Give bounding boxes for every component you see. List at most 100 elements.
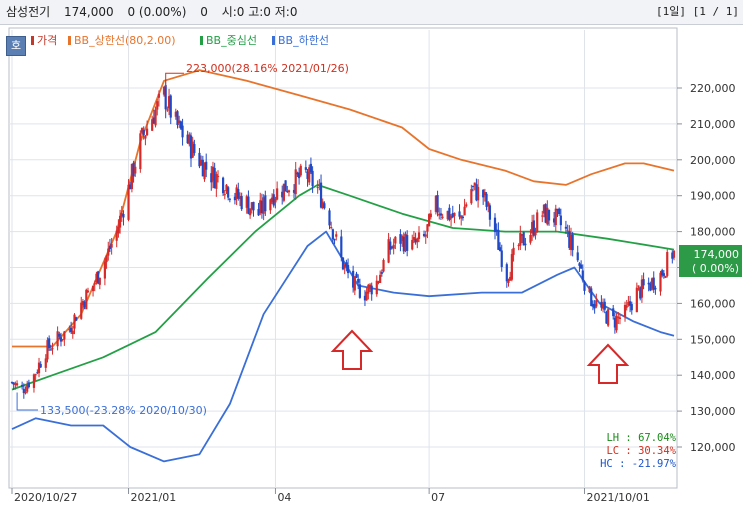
candle-body <box>140 128 144 133</box>
candle-body <box>394 236 397 244</box>
candle <box>417 226 421 243</box>
candle <box>61 339 64 342</box>
candle-body <box>269 199 272 211</box>
candle-body <box>200 159 203 166</box>
candle <box>424 230 427 244</box>
candle <box>389 237 392 255</box>
candle-body <box>546 207 549 225</box>
high-annotation: 223,000(28.16% 2021/01/26) <box>165 62 349 88</box>
candle-body <box>449 216 453 219</box>
candle-body <box>223 194 226 196</box>
candle-body <box>331 229 334 240</box>
candle-body <box>552 218 556 223</box>
legend-item-price[interactable]: 가격 <box>31 34 57 47</box>
candle <box>607 308 610 328</box>
stat-hc: HC : -21.97% <box>600 458 677 470</box>
candle <box>83 300 86 310</box>
period-selector[interactable]: [1일] <box>656 5 687 18</box>
legend-item-bb-upper[interactable]: BB_상한선(80,2.00) <box>68 34 176 47</box>
candle-body <box>363 295 367 301</box>
candle-body <box>576 252 579 261</box>
candle <box>70 321 73 334</box>
candle <box>346 258 350 279</box>
candle-body <box>225 184 228 192</box>
candle-body <box>583 281 586 291</box>
x-tick-label: 2021/10/01 <box>586 491 649 504</box>
candle <box>10 381 14 384</box>
y-tick-label: 220,000 <box>690 82 736 95</box>
candle <box>12 382 15 390</box>
candle-body <box>343 264 346 269</box>
candle <box>473 182 476 191</box>
candle <box>139 130 142 173</box>
candle <box>333 238 336 245</box>
candle-body <box>71 330 74 335</box>
stats-panel: LH : 67.04% LC : 30.34% HC : -21.97% <box>600 432 677 470</box>
candle <box>15 380 19 387</box>
candle-body <box>617 316 620 318</box>
candle-body <box>412 237 416 240</box>
candle <box>223 190 226 200</box>
candle-body <box>308 167 311 183</box>
candle <box>93 280 96 292</box>
candle-body <box>39 364 42 368</box>
candle-body <box>355 273 358 278</box>
candle-body <box>520 234 524 236</box>
up-arrow-marker <box>330 329 374 370</box>
candle <box>666 249 669 278</box>
candle-body <box>365 291 368 301</box>
candle <box>27 379 30 389</box>
y-tick-label: 180,000 <box>690 226 736 239</box>
candle <box>449 214 453 227</box>
candle-body <box>97 271 100 284</box>
candle-body <box>205 161 208 170</box>
candle <box>463 198 466 216</box>
candle <box>103 257 106 286</box>
candle <box>282 183 285 203</box>
candle <box>379 270 382 284</box>
candle-body <box>333 239 336 241</box>
candle <box>245 194 248 214</box>
candle-body <box>517 245 520 247</box>
candle <box>615 312 618 333</box>
candle-body <box>24 391 27 394</box>
candle-body <box>402 236 405 252</box>
candle <box>162 86 166 97</box>
candle <box>556 208 559 218</box>
candle-body <box>649 283 652 291</box>
candle <box>213 162 216 189</box>
candle <box>426 223 429 239</box>
candle <box>367 283 370 300</box>
candle-body <box>237 189 240 199</box>
candle <box>75 316 78 321</box>
candle-body <box>482 189 485 198</box>
candle-body <box>115 230 118 241</box>
candle <box>434 195 437 215</box>
candle-body <box>59 337 63 342</box>
candle-body <box>352 270 355 288</box>
candle <box>547 209 551 226</box>
chart-option-button[interactable]: 호 <box>6 36 26 56</box>
candle <box>505 262 508 288</box>
stock-volume: 0 <box>200 5 208 19</box>
candle-body <box>554 208 557 226</box>
candle-body <box>296 172 299 175</box>
candle-body <box>534 231 537 236</box>
title-bar: 삼성전기 174,000 0 (0.00%) 0 시:0 고:0 저:0 [1일… <box>0 0 743 25</box>
legend-swatch <box>200 36 203 45</box>
candle <box>353 275 356 296</box>
candle <box>264 190 267 216</box>
candle <box>411 234 414 251</box>
candle <box>578 262 581 272</box>
candle <box>146 120 149 137</box>
legend-item-bb-lower[interactable]: BB_하한선 <box>272 33 329 47</box>
y-tick-label: 200,000 <box>690 154 736 167</box>
candle-body <box>235 187 238 200</box>
candle-body <box>304 167 307 170</box>
candle <box>210 166 213 191</box>
candle-body <box>487 202 490 207</box>
legend-item-bb-middle[interactable]: BB_중심선 <box>200 34 257 47</box>
candle <box>201 155 204 177</box>
candle <box>650 277 654 291</box>
